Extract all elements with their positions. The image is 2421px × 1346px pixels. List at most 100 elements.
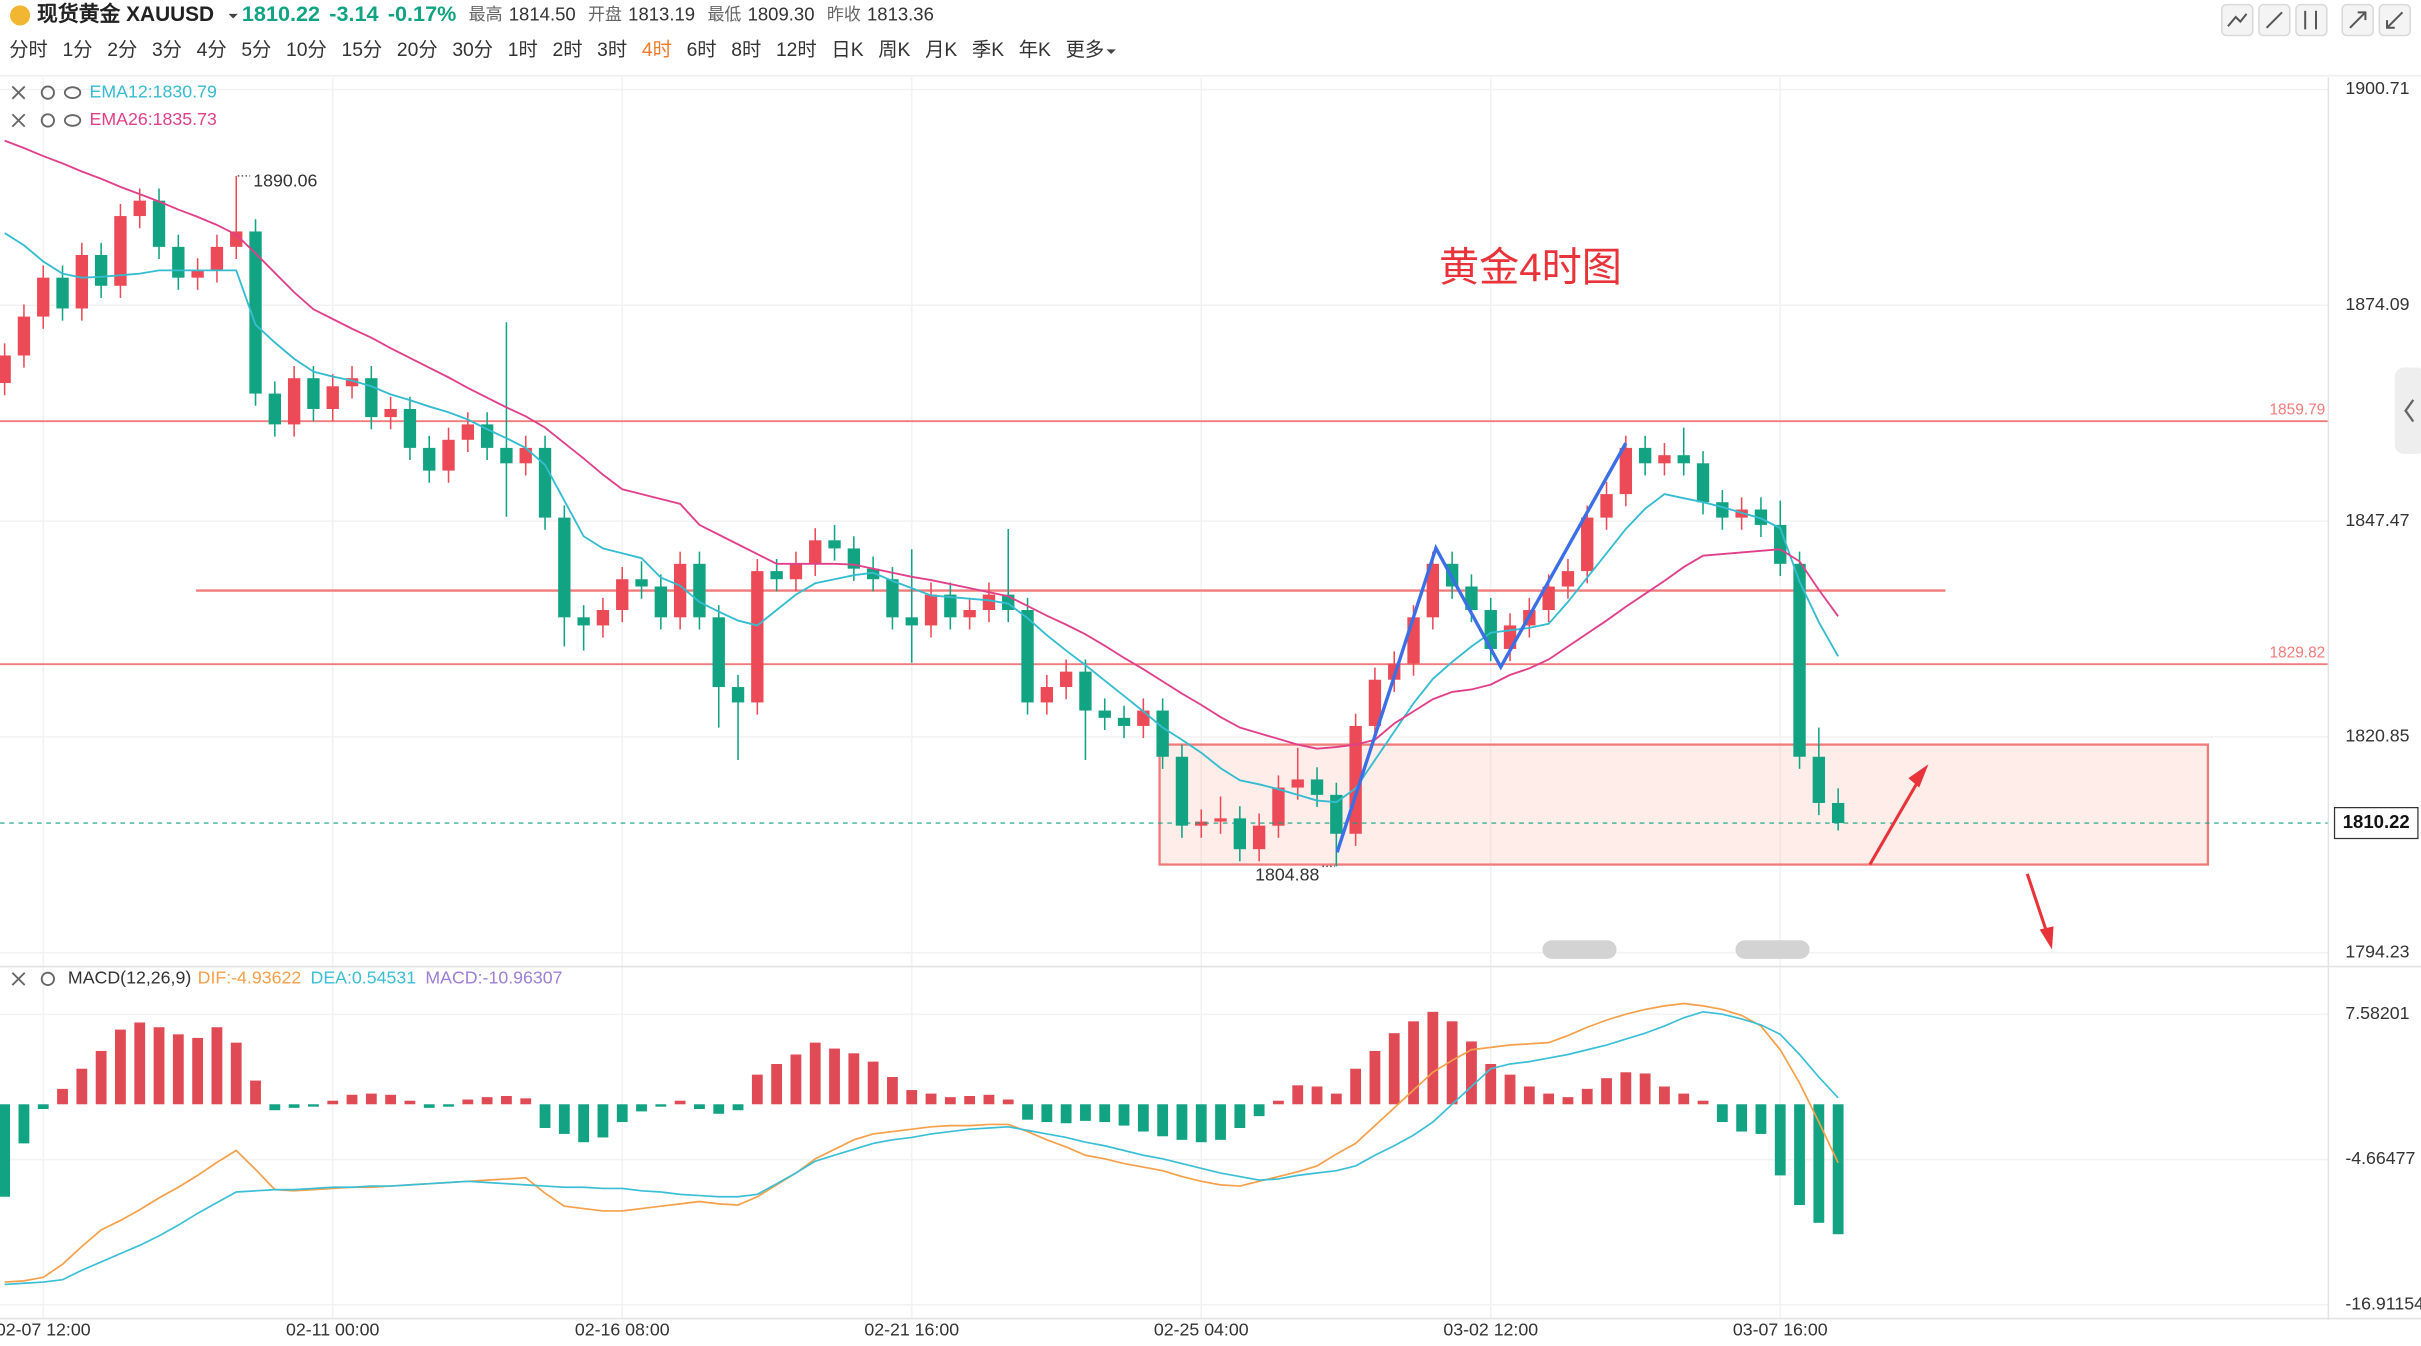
- dropdown-caret: [228, 13, 238, 19]
- macd-bar: [95, 1050, 107, 1105]
- macd-bar: [1697, 1100, 1709, 1105]
- macd-bar: [655, 1104, 667, 1107]
- macd-bar: [713, 1104, 725, 1114]
- chart-annotation: 黄金4时图: [1439, 245, 1622, 290]
- macd-bar: [327, 1100, 339, 1105]
- x-tick-label: 02-11 00:00: [286, 1320, 380, 1340]
- side-panel-toggle[interactable]: [2394, 367, 2421, 454]
- interval-tab[interactable]: 月K: [925, 40, 957, 61]
- interval-tab[interactable]: 3分: [152, 39, 182, 61]
- candle-body: [268, 393, 282, 425]
- y-tick-label: -4.66477: [2345, 1148, 2415, 1168]
- macd-bar: [694, 1104, 705, 1110]
- candle-body: [616, 579, 629, 611]
- interval-tab[interactable]: 8时: [731, 39, 761, 61]
- macd-title: MACD(12,26,9): [68, 968, 191, 988]
- interval-tab[interactable]: 年K: [1019, 39, 1051, 61]
- interval-tab[interactable]: 3时: [597, 39, 627, 61]
- macd-bar: [1523, 1086, 1535, 1105]
- interval-tab[interactable]: 12时: [776, 39, 817, 61]
- interval-tab[interactable]: 4时: [642, 39, 672, 61]
- macd-bar: [983, 1094, 995, 1105]
- interval-tab[interactable]: 15分: [341, 39, 382, 61]
- interval-tab[interactable]: 分时: [9, 39, 48, 61]
- macd-bar: [153, 1027, 165, 1105]
- candle-body: [751, 571, 764, 703]
- ema-line: [4, 139, 1839, 750]
- macd-bar: [1716, 1104, 1728, 1123]
- candle-body: [37, 277, 50, 317]
- macd-bar: [539, 1104, 551, 1128]
- interval-tab[interactable]: 1分: [63, 39, 93, 61]
- interval-tab[interactable]: 10分: [286, 39, 327, 61]
- candle-body: [866, 568, 880, 580]
- close-icon[interactable]: [11, 85, 26, 100]
- event-marker[interactable]: [1735, 940, 1810, 959]
- y-tick-label: -16.91154: [2345, 1293, 2421, 1313]
- settings-icon[interactable]: [40, 113, 55, 128]
- macd-bar: [1794, 1104, 1805, 1206]
- interval-tab[interactable]: 20分: [397, 39, 438, 61]
- candle-body: [789, 563, 803, 580]
- interval-tab[interactable]: 5分: [241, 39, 271, 61]
- glyph: [2227, 13, 2248, 27]
- interval-tab[interactable]: 1时: [508, 39, 538, 61]
- candle-body: [809, 540, 822, 564]
- close-icon[interactable]: [11, 113, 26, 128]
- interval-tab[interactable]: 30分: [452, 39, 493, 61]
- tool-button[interactable]: [2221, 3, 2254, 37]
- candle-body: [191, 270, 204, 278]
- candle-body: [152, 200, 166, 247]
- interval-tab[interactable]: 日K: [831, 40, 863, 61]
- macd-bar: [115, 1029, 126, 1105]
- interval-tab[interactable]: 2分: [107, 39, 137, 61]
- macd-bar: [250, 1080, 261, 1105]
- interval-tab[interactable]: 2时: [552, 39, 582, 61]
- macd-bar: [1620, 1072, 1632, 1105]
- y-tick-label: 1874.09: [2345, 294, 2409, 314]
- candle-body: [307, 378, 320, 409]
- last-price: 1810.22: [242, 1, 320, 26]
- tool-button[interactable]: [2295, 3, 2328, 37]
- arrow-down: [2025, 873, 2049, 935]
- macd-bar: [1543, 1093, 1555, 1105]
- trend-drawing[interactable]: [1335, 442, 1628, 853]
- macd-bar: [1118, 1104, 1130, 1126]
- candle-body: [519, 447, 532, 464]
- candle-body: [75, 254, 89, 309]
- visibility-icon[interactable]: [63, 86, 82, 99]
- interval-tab[interactable]: 更多: [1066, 39, 1105, 61]
- stat-label: 最高: [469, 5, 503, 24]
- candle-body: [210, 246, 224, 271]
- candle-body: [442, 439, 455, 471]
- macd-bar: [172, 1034, 184, 1105]
- event-marker[interactable]: [1542, 940, 1617, 959]
- interval-tab[interactable]: 周K: [878, 40, 910, 61]
- candle-body: [172, 246, 185, 278]
- candle-body: [1716, 502, 1729, 518]
- candle-body: [500, 447, 513, 464]
- visibility-icon[interactable]: [63, 114, 82, 127]
- interval-tab[interactable]: 6时: [687, 39, 717, 61]
- macd-bar: [944, 1097, 956, 1105]
- glyph: [2357, 11, 2367, 21]
- settings-icon[interactable]: [40, 85, 55, 100]
- candle-body: [365, 378, 378, 418]
- chevron: [2404, 399, 2415, 423]
- macd-bar: [0, 1104, 11, 1197]
- macd-bar: [134, 1022, 146, 1105]
- settings-icon[interactable]: [40, 971, 55, 987]
- interval-tab[interactable]: 季K: [972, 39, 1004, 61]
- x-tick-label: 02-21 16:00: [864, 1320, 959, 1340]
- candle-body: [249, 231, 262, 394]
- macd-bar: [1388, 1033, 1400, 1105]
- macd-bar: [76, 1068, 88, 1105]
- last-price-label: 1810.22: [2343, 811, 2410, 832]
- close-icon[interactable]: [11, 972, 26, 986]
- candle-body: [693, 563, 706, 618]
- macd-bar: [1041, 1104, 1053, 1123]
- candle-body: [982, 594, 996, 611]
- interval-tab[interactable]: 4分: [197, 39, 227, 61]
- glyph: [2386, 11, 2404, 29]
- y-tick-label: 7.58201: [2345, 1003, 2409, 1023]
